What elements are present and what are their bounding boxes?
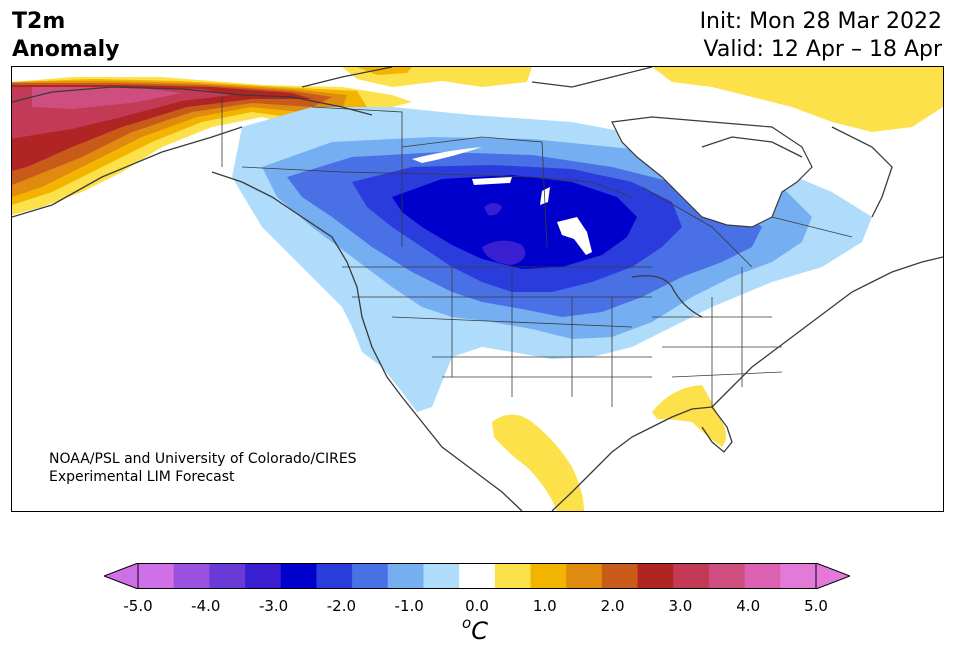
colorbar-segment [138,563,175,589]
colorbar-tick-label: -5.0 [123,597,153,615]
colorbar-border [137,563,817,589]
colorbar-segment [637,563,674,589]
colorbar-extend-high [815,562,852,590]
map-svg [12,67,943,511]
colorbar-svg [102,562,852,590]
borders [221,97,853,407]
valid-date: Valid: 12 Apr – 18 Apr [703,37,943,62]
colorbar-segment [245,563,282,589]
colorbar-segment [780,563,817,589]
colorbar-unit: oC [462,614,488,645]
colorbar-tick-label: 1.0 [532,597,557,615]
credit-text: NOAA/PSL and University of Colorado/CIRE… [49,450,357,486]
colorbar [102,562,852,590]
warm-anomaly-mexico [492,414,584,511]
colorbar-segment [601,563,639,589]
colorbar-segment [352,563,389,589]
map-title: T2m Anomaly [12,8,119,64]
warm-anomaly-southeast [652,385,726,447]
colorbar-segment [566,563,603,589]
colorbar-segment [459,563,496,589]
colorbar-segment [209,563,246,589]
unit-superscript: o [462,614,472,632]
coastlines [12,67,943,511]
unit-label: C [471,617,488,645]
colorbar-extend-low [102,562,139,590]
title-line-2: Anomaly [12,37,120,62]
colorbar-segment [423,563,460,589]
anomaly-map [11,66,944,512]
colorbar-tick-label: -1.0 [394,597,424,615]
colorbar-segment [494,563,532,589]
title-line-1: T2m [12,9,66,34]
colorbar-segment [316,563,353,589]
colorbar-segment [744,563,781,589]
colorbar-tick-label: -3.0 [258,597,289,615]
colorbar-segment [173,563,210,589]
colorbar-tick-label: 5.0 [804,597,828,615]
colorbar-segment [387,563,424,589]
warm-anomaly-arctic-ne [652,67,943,132]
credit-line-2: Experimental LIM Forecast [49,469,235,485]
colorbar-tick-label: -2.0 [326,597,357,615]
colorbar-segment [673,563,710,589]
credit-line-1: NOAA/PSL and University of Colorado/CIRE… [49,451,357,467]
forecast-dates: Init: Mon 28 Mar 2022 Valid: 12 Apr – 18… [700,8,942,64]
colorbar-segment [530,563,567,589]
colorbar-tick-label: 4.0 [736,597,761,615]
colorbar-segment [708,563,746,589]
colorbar-segment [280,563,317,589]
colorbar-tick-label: 0.0 [465,597,489,615]
init-date: Init: Mon 28 Mar 2022 [699,9,942,34]
colorbar-tick-label: -4.0 [191,597,221,615]
colorbar-tick-label: 3.0 [668,597,693,615]
colorbar-ticks: -5.0 -4.0 -3.0 -2.0 -1.0 0.0 1.0 2.0 3.0 4.0 5.0 [0,597,953,617]
colorbar-tick-label: 2.0 [600,597,625,615]
